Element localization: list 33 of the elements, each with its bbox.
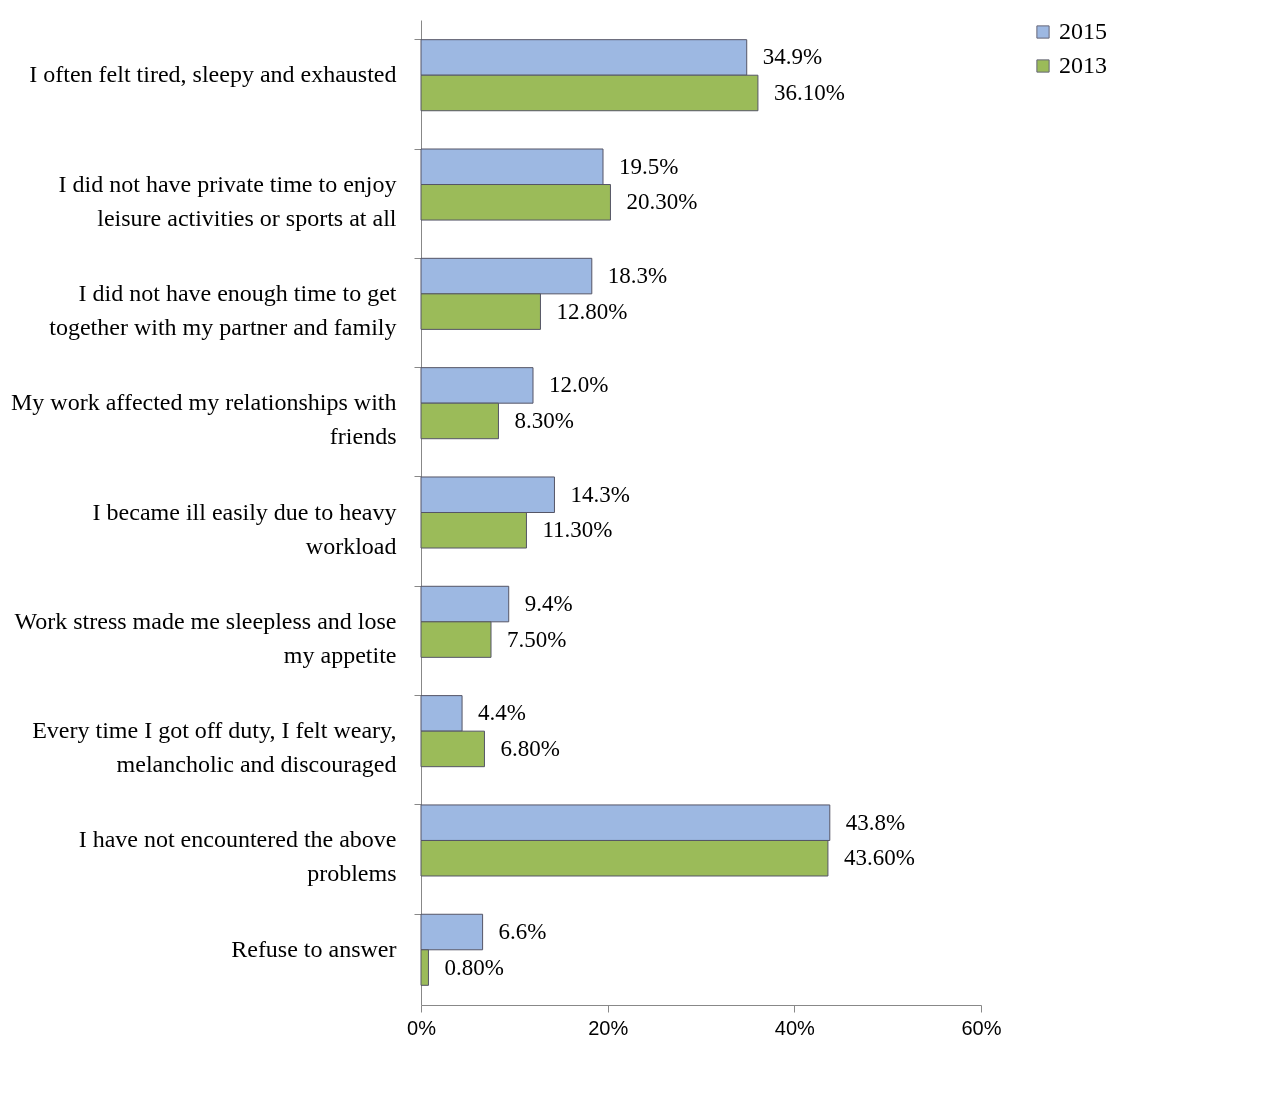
y-tick-label: I became ill easily due to heavy workload	[92, 498, 397, 559]
data-label: 7.50%	[507, 626, 567, 652]
data-label: 36.10%	[773, 79, 845, 105]
x-tick-label: 0%	[407, 1016, 437, 1039]
data-label: 6.80%	[500, 735, 560, 761]
legend-label: 2013	[1059, 52, 1107, 78]
data-label: 9.4%	[524, 591, 573, 617]
data-label: 11.30%	[542, 517, 613, 543]
data-label: 8.30%	[514, 407, 574, 433]
data-label: 4.4%	[478, 700, 526, 726]
x-tick-label: 40%	[774, 1016, 816, 1039]
y-tick-label: Refuse to answer	[231, 935, 397, 962]
data-label: 43.60%	[843, 845, 915, 871]
y-tick-label: I did not have enough time to get together with my partner and family	[49, 279, 397, 340]
y-tick-label: I have not encountered the above problems	[78, 826, 397, 887]
y-tick-label: I did not have private time to enjoy leisure activities or sports at all	[58, 170, 397, 231]
data-label: 34.9%	[762, 44, 823, 70]
data-label: 6.6%	[498, 919, 547, 945]
data-label: 19.5%	[619, 153, 679, 179]
data-label: 0.80%	[444, 954, 504, 980]
legend-label: 2015	[1059, 18, 1107, 44]
y-tick-label: My work affected my relationships with friends	[11, 389, 397, 450]
x-tick-label: 20%	[588, 1016, 629, 1039]
data-label: 20.30%	[626, 189, 698, 215]
data-label: 14.3%	[570, 481, 630, 507]
y-tick-label: Every time I got off duty, I felt weary, melancholic and discouraged	[32, 717, 397, 778]
data-label: 12.80%	[556, 298, 628, 324]
y-tick-label: I often felt tired, sleepy and exhausted	[29, 61, 397, 88]
data-label: 18.3%	[607, 263, 668, 289]
y-tick-label: Work stress made me sleepless and lose my appetite	[14, 607, 397, 668]
data-label: 12.0%	[549, 372, 609, 398]
data-label: 43.8%	[845, 809, 906, 835]
x-tick-label: 60%	[961, 1016, 1002, 1039]
